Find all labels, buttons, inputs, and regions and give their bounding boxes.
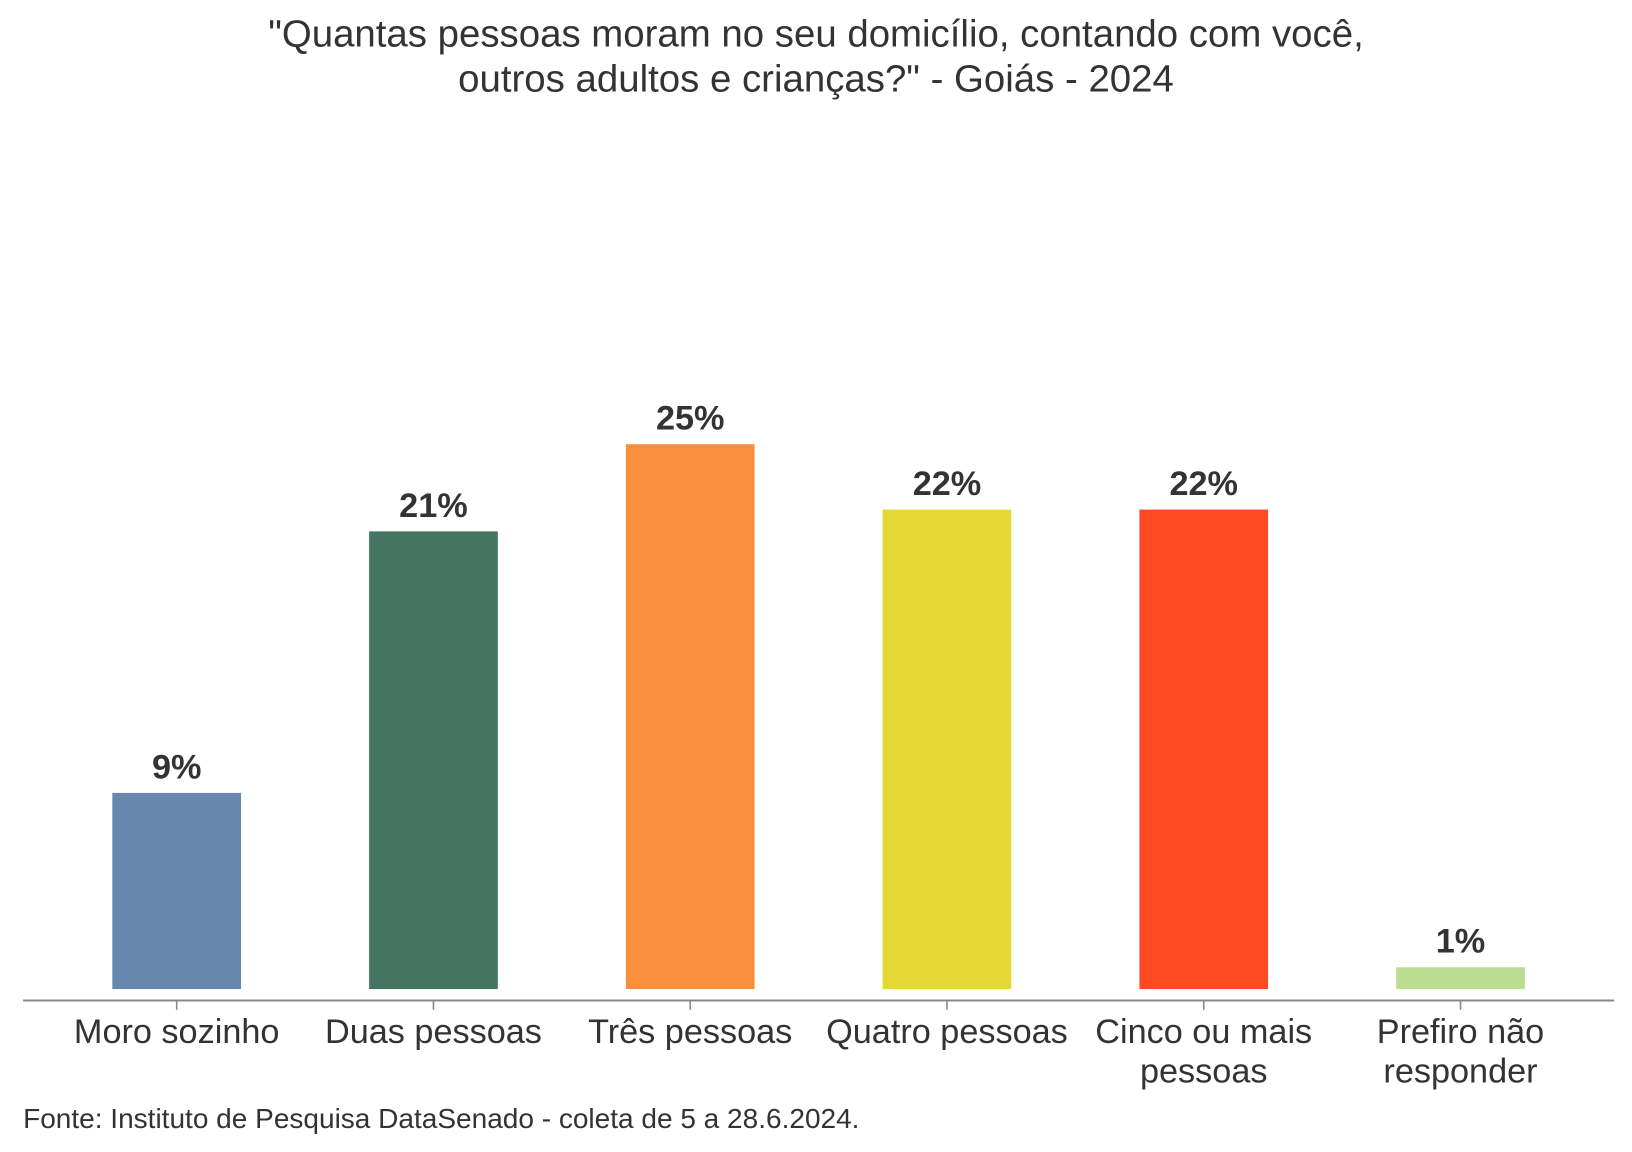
- data-label: 25%: [656, 400, 725, 438]
- bar: [1396, 967, 1525, 990]
- bar: [112, 792, 242, 990]
- bar: [1139, 509, 1269, 990]
- x-tick-label: pessoas: [1140, 1052, 1268, 1090]
- data-label: 22%: [913, 465, 982, 503]
- x-tick-label: Três pessoas: [588, 1013, 792, 1051]
- data-label: 21%: [399, 487, 468, 525]
- chart-title-line-2: outros adultos e crianças?" - Goiás - 20…: [458, 57, 1174, 100]
- data-label: 1%: [1436, 923, 1485, 961]
- x-tick-label: Cinco ou mais: [1095, 1013, 1312, 1051]
- x-tick-label: Prefiro não: [1377, 1013, 1544, 1051]
- bar: [625, 444, 755, 990]
- x-tick-label: responder: [1383, 1052, 1537, 1090]
- x-tick-label: Duas pessoas: [325, 1013, 542, 1051]
- data-label: 22%: [1169, 465, 1238, 503]
- x-tick-label: Moro sozinho: [74, 1013, 280, 1051]
- source-note: Fonte: Instituto de Pesquisa DataSenado …: [23, 1103, 859, 1134]
- data-label: 9%: [152, 748, 201, 786]
- chart-title-line-1: "Quantas pessoas moram no seu domicílio,…: [268, 13, 1364, 56]
- bar: [882, 509, 1012, 990]
- x-tick-label: Quatro pessoas: [826, 1013, 1068, 1051]
- bar: [369, 531, 498, 990]
